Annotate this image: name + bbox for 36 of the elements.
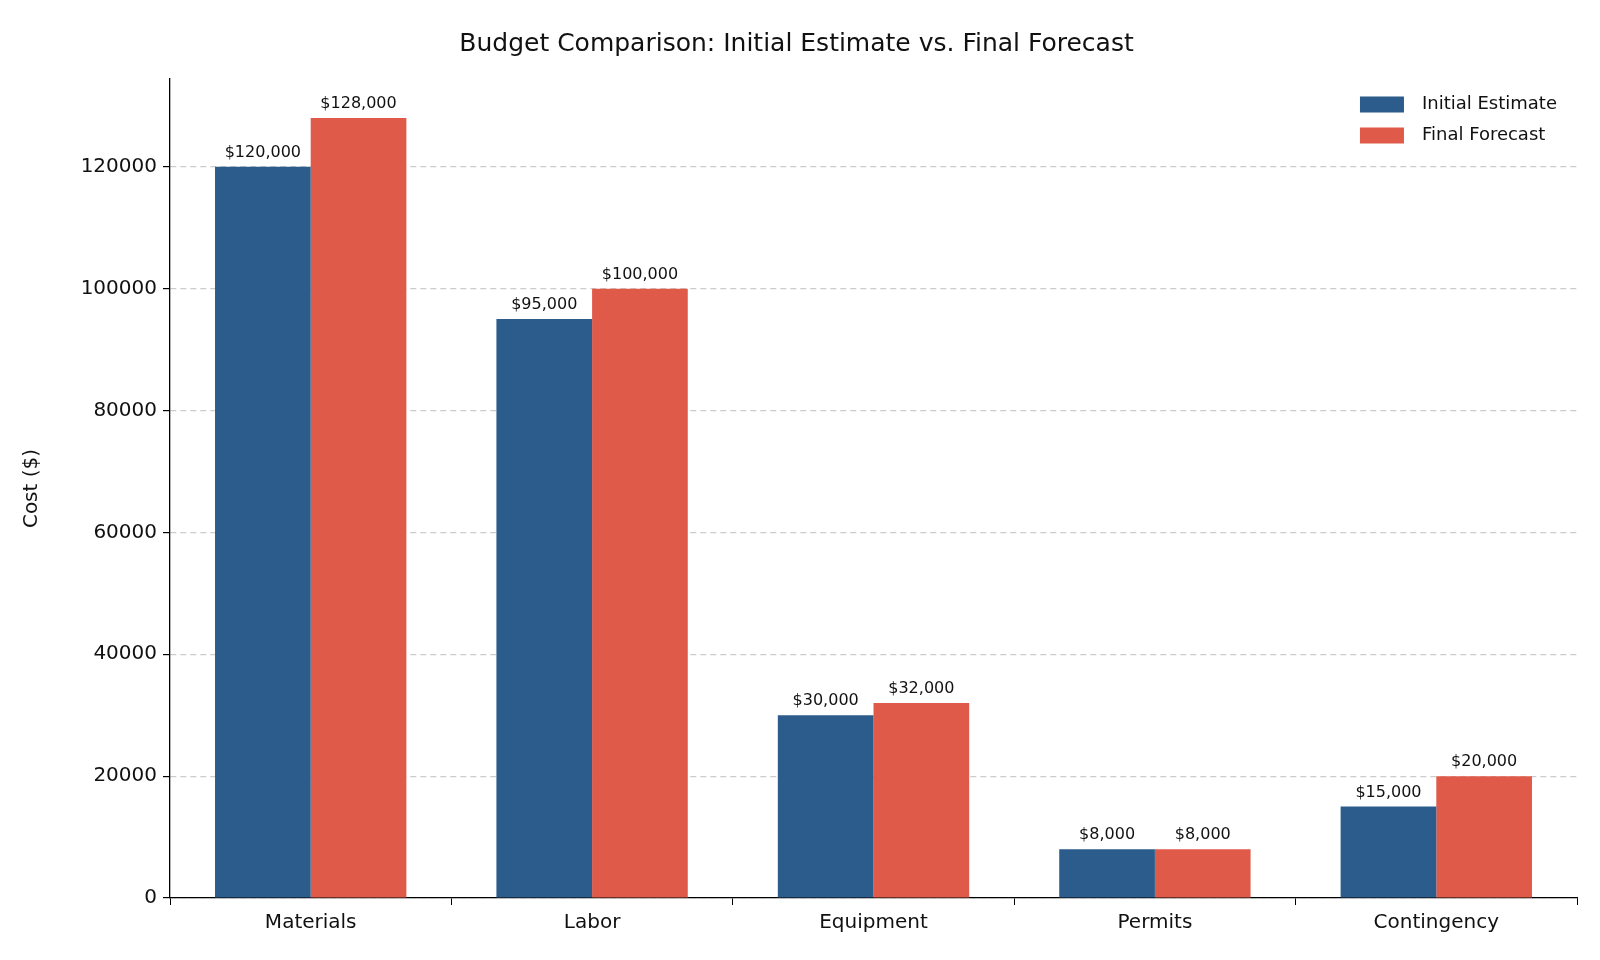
bar <box>873 703 970 898</box>
data-label: $32,000 <box>888 678 955 698</box>
bar <box>1059 849 1155 898</box>
bar <box>1154 849 1251 898</box>
bar <box>496 319 593 898</box>
data-label: $100,000 <box>601 263 679 283</box>
y-tick-label: 0 <box>144 884 157 909</box>
y-tick-label: 120000 <box>80 152 157 177</box>
y-tick-label: 80000 <box>93 396 157 421</box>
bar <box>592 288 688 898</box>
x-tick-label: Contingency <box>1373 909 1500 934</box>
legend-label: Initial Estimate <box>1421 92 1558 114</box>
bar <box>777 715 874 898</box>
y-tick-label: 100000 <box>80 274 157 299</box>
data-label: $120,000 <box>224 141 302 161</box>
data-label: $8,000 <box>1174 824 1231 844</box>
y-tick-label: 40000 <box>93 640 157 665</box>
y-tick-label: 20000 <box>93 762 157 787</box>
x-tick-label: Permits <box>1117 909 1193 934</box>
y-tick-label: 60000 <box>93 518 157 543</box>
data-label: $128,000 <box>320 93 397 113</box>
y-axis-title: Cost ($) <box>18 448 43 529</box>
chart-title: Budget Comparison: Initial Estimate vs. Final Forecast <box>459 27 1134 57</box>
bar <box>310 118 407 898</box>
legend-label: Final Forecast <box>1421 123 1546 145</box>
data-label: $15,000 <box>1355 781 1422 801</box>
bar <box>1436 776 1532 898</box>
bar <box>1340 806 1437 898</box>
data-label: $8,000 <box>1079 824 1136 844</box>
data-label: $30,000 <box>792 690 859 710</box>
data-label: $20,000 <box>1451 751 1518 771</box>
data-label: $95,000 <box>511 294 578 314</box>
x-tick-label: Materials <box>264 909 357 934</box>
x-tick-label: Labor <box>563 909 622 934</box>
bar <box>215 166 311 898</box>
x-tick-label: Equipment <box>819 909 928 934</box>
